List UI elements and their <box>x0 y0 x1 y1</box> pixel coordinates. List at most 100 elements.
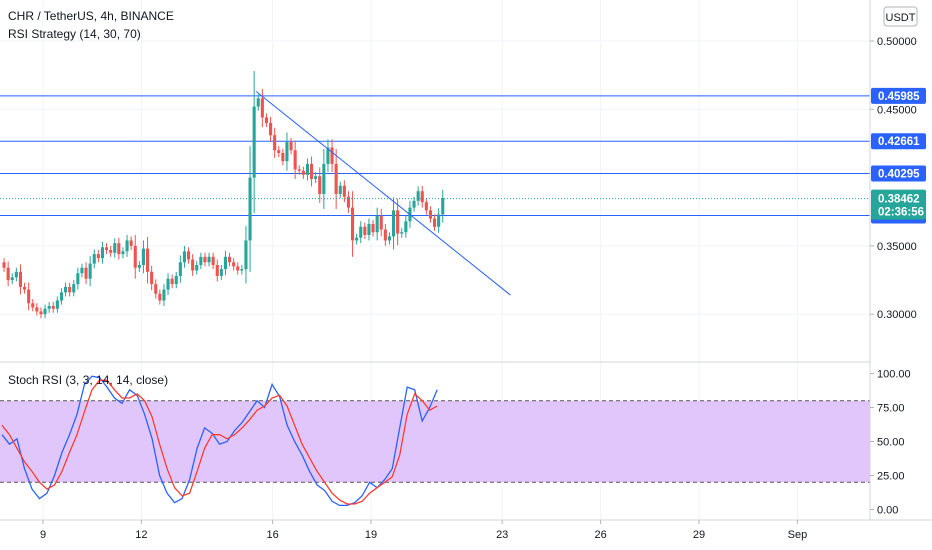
stoch-axis[interactable]: 100.00 75.00 50.00 25.00 0.00 <box>870 369 911 517</box>
stoch-title: Stoch RSI (3, 3, 14, 14, close) <box>8 373 168 387</box>
candle-body-69 <box>285 142 289 162</box>
last-price-label: 0.38462 <box>878 194 920 206</box>
candle-body-59 <box>244 240 248 270</box>
candle-body-57 <box>236 266 240 271</box>
level-tag-label-0: 0.45985 <box>878 91 920 103</box>
candle-body-12 <box>51 305 55 309</box>
candle-body-24 <box>100 247 104 259</box>
candle-body-14 <box>59 292 63 301</box>
level-tag-0 <box>871 87 926 104</box>
stoch-rsi-pane[interactable] <box>0 375 870 507</box>
candle-body-65 <box>269 122 273 136</box>
candle-body-21 <box>88 263 92 279</box>
candle-body-97 <box>400 232 404 234</box>
trend-line[interactable] <box>255 91 511 296</box>
level-tag-1 <box>871 133 926 150</box>
time-tick-3: 19 <box>365 529 377 541</box>
price-pane[interactable] <box>0 71 870 319</box>
candle-body-52 <box>215 265 219 276</box>
last-price-tag <box>871 189 926 220</box>
candle-body-102 <box>420 191 424 203</box>
price-axis[interactable]: 0.50000 0.45000 0.35000 0.30000 <box>870 36 917 321</box>
time-tick-0: 9 <box>40 529 46 541</box>
price-tick-2: 0.35000 <box>877 241 917 253</box>
time-tick-4: 23 <box>496 529 508 541</box>
candle-body-94 <box>387 236 391 241</box>
price-tick-0: 0.50000 <box>877 36 917 48</box>
candle-body-15 <box>64 286 68 293</box>
candle-body-49 <box>203 256 207 263</box>
level-tag-label-1: 0.42661 <box>878 136 920 148</box>
price-tick-3: 0.30000 <box>877 309 917 321</box>
candle-body-7 <box>31 303 35 308</box>
candle-body-50 <box>207 256 211 263</box>
candle-body-23 <box>96 254 100 259</box>
candle-body-107 <box>441 198 445 215</box>
stoch-tick-3: 25.00 <box>877 470 905 482</box>
candle-body-75 <box>310 163 314 179</box>
candle-body-6 <box>27 289 31 304</box>
candle-body-92 <box>379 215 383 230</box>
candle-body-31 <box>129 240 133 246</box>
symbol-title: CHR / TetherUS, 4h, BINANCE <box>8 9 174 23</box>
candle-body-35 <box>146 248 150 272</box>
candle-body-5 <box>23 286 27 290</box>
candle-body-11 <box>47 305 51 309</box>
candle-body-85 <box>351 207 355 241</box>
candle-body-101 <box>416 191 420 201</box>
candle-body-70 <box>289 142 293 151</box>
candle-body-9 <box>39 311 43 315</box>
candlesticks <box>2 71 445 319</box>
candle-body-72 <box>297 169 301 171</box>
time-tick-7: Sep <box>788 529 808 541</box>
candle-body-0 <box>2 262 6 268</box>
candle-body-55 <box>228 256 232 263</box>
candle-body-20 <box>84 267 88 279</box>
candle-body-45 <box>187 251 191 260</box>
candle-body-32 <box>133 245 137 268</box>
candle-body-76 <box>314 176 318 179</box>
candle-body-66 <box>273 135 277 151</box>
candle-body-79 <box>326 147 330 164</box>
candle-body-104 <box>428 210 432 219</box>
candle-body-4 <box>18 271 22 287</box>
time-tick-6: 29 <box>693 529 705 541</box>
candle-body-47 <box>195 265 199 271</box>
candle-body-83 <box>342 185 346 197</box>
candle-body-77 <box>318 176 322 194</box>
candle-body-26 <box>109 249 113 253</box>
candle-body-84 <box>346 196 350 208</box>
level-tag-label-2: 0.40295 <box>878 169 920 181</box>
horizontal-levels <box>0 95 870 216</box>
countdown-label: 02:36:56 <box>878 207 924 219</box>
candle-body-54 <box>223 256 227 270</box>
candle-body-82 <box>338 185 342 194</box>
currency-button[interactable]: USDT <box>883 6 918 27</box>
candle-body-90 <box>371 224 375 233</box>
candle-body-87 <box>359 226 363 238</box>
stoch-tick-4: 0.00 <box>877 504 898 516</box>
stoch-tick-2: 50.00 <box>877 437 905 449</box>
candle-body-44 <box>182 251 186 263</box>
candle-body-63 <box>260 98 264 118</box>
candle-body-78 <box>322 163 326 194</box>
candle-body-95 <box>392 210 396 237</box>
candle-body-100 <box>412 200 416 208</box>
candle-body-29 <box>121 251 125 255</box>
candle-body-38 <box>158 293 162 301</box>
candle-body-89 <box>367 224 371 235</box>
candle-body-33 <box>137 265 141 268</box>
candle-body-46 <box>191 259 195 271</box>
candle-body-68 <box>281 152 285 162</box>
candle-body-3 <box>14 271 18 278</box>
level-tag-2 <box>871 165 926 182</box>
candle-body-91 <box>375 215 379 233</box>
time-tick-2: 16 <box>266 529 278 541</box>
candle-body-13 <box>55 300 59 309</box>
candle-body-96 <box>396 210 400 234</box>
candle-body-19 <box>80 267 84 274</box>
time-axis[interactable]: 9 12 16 19 23 26 29 Sep <box>40 520 807 541</box>
candle-body-27 <box>113 243 117 253</box>
candle-body-40 <box>166 278 170 290</box>
